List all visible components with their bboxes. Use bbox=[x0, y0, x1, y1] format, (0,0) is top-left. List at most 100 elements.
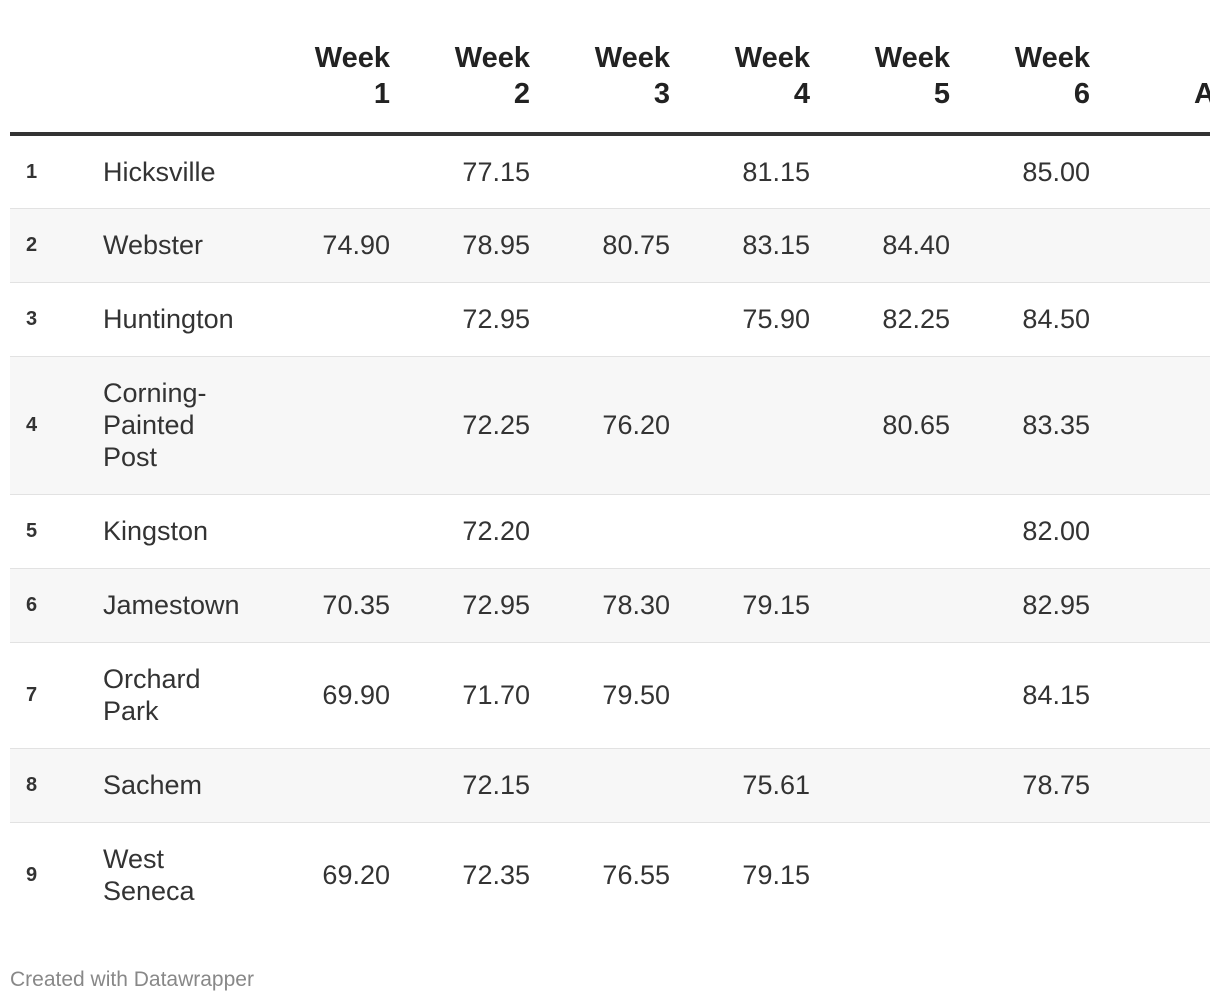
header-week-6[interactable]: Week 6 bbox=[950, 0, 1090, 136]
score-cell-week-3: 76.20 bbox=[530, 356, 670, 495]
score-cell-week-1 bbox=[250, 356, 390, 495]
header-week-3-label: Week 3 bbox=[594, 42, 670, 110]
average-cell: 7 bbox=[1090, 748, 1210, 823]
score-cell-week-6: 83.35 bbox=[950, 356, 1090, 495]
header-week-2[interactable]: Week 2 bbox=[390, 0, 530, 136]
score-cell-week-6 bbox=[950, 208, 1090, 283]
score-cell-week-1 bbox=[250, 748, 390, 823]
score-cell-week-1: 69.90 bbox=[250, 642, 390, 749]
school-name: Corning-Painted Post bbox=[103, 378, 207, 472]
school-name: Sachem bbox=[103, 770, 203, 800]
score-cell-week-2: 72.95 bbox=[390, 282, 530, 357]
rank-cell: 1 bbox=[10, 134, 70, 209]
header-week-5[interactable]: Week 5 bbox=[810, 0, 950, 136]
score-cell-week-4 bbox=[670, 494, 810, 569]
header-week-1[interactable]: Week 1 bbox=[250, 0, 390, 136]
score-cell-week-3: 76.55 bbox=[602, 860, 670, 891]
rank-cell: 2 bbox=[10, 208, 70, 283]
score-cell-week-6: 78.75 bbox=[950, 748, 1090, 823]
score-cell-week-5: 80.65 bbox=[810, 356, 950, 495]
score-cell-week-2: 72.20 bbox=[390, 494, 530, 569]
datawrapper-credit: Created with Datawrapper bbox=[10, 968, 254, 991]
table-row: 8 Sachem 72.15 75.61 78.757 bbox=[10, 748, 1210, 823]
header-week-1-label: Week 1 bbox=[314, 42, 390, 110]
score-cell-week-4 bbox=[670, 642, 810, 749]
school-name: Huntington bbox=[103, 304, 234, 334]
header-week-5-label: Week 5 bbox=[874, 42, 950, 110]
score-cell-week-1 bbox=[250, 494, 390, 569]
table-row: 1 Hicksville 77.15 81.15 85.008 bbox=[10, 134, 1210, 209]
average-cell: 7 bbox=[1090, 356, 1210, 495]
rank-cell: 6 bbox=[10, 568, 70, 643]
score-cell-week-2: 71.70 bbox=[390, 642, 530, 749]
average-cell: 7 bbox=[1090, 822, 1210, 928]
school-name-cell: Hicksville bbox=[70, 134, 250, 209]
header-name bbox=[70, 0, 250, 136]
score-cell-week-1 bbox=[250, 134, 390, 209]
score-cell-week-1: 74.90 bbox=[250, 208, 390, 283]
rank-cell: 8 bbox=[10, 748, 70, 823]
header-average[interactable]: Aver bbox=[1090, 0, 1210, 136]
score-cell-week-6: 85.00 bbox=[950, 134, 1090, 209]
average-cell: 7 bbox=[1090, 282, 1210, 357]
rank-cell: 7 bbox=[10, 642, 70, 749]
score-cell-week-3 bbox=[530, 748, 670, 823]
score-cell-week-6: 84.15 bbox=[950, 642, 1090, 749]
header-week-4[interactable]: Week 4 bbox=[670, 0, 810, 136]
header-average-label: Aver bbox=[1194, 78, 1210, 110]
score-cell-week-5 bbox=[810, 134, 950, 209]
table-row: 5 Kingston 72.20 82.007 bbox=[10, 494, 1210, 569]
score-cell-week-1: 70.35 bbox=[250, 568, 390, 643]
table-row: 9 West Seneca 69.20 72.35 76.55 79.15 7 bbox=[10, 822, 1210, 928]
score-cell-week-4 bbox=[670, 356, 810, 495]
score-cell-week-2: 72.35 bbox=[462, 860, 530, 891]
rank-cell: 9 bbox=[26, 864, 38, 887]
header-week-2-label: Week 2 bbox=[454, 42, 530, 110]
score-cell-week-6: 82.95 bbox=[950, 568, 1090, 643]
average-cell: 7 bbox=[1090, 494, 1210, 569]
score-cell-week-4: 83.15 bbox=[670, 208, 810, 283]
score-cell-week-4: 75.90 bbox=[670, 282, 810, 357]
score-cell-week-3 bbox=[530, 134, 670, 209]
school-name: Jamestown bbox=[103, 590, 240, 620]
score-cell-week-3: 79.50 bbox=[530, 642, 670, 749]
school-name-cell: Kingston bbox=[70, 494, 250, 569]
school-name-cell: Huntington bbox=[70, 282, 250, 357]
table-row: 4 Corning-Painted Post 72.25 76.20 80.65 83.3… bbox=[10, 356, 1210, 495]
header-week-3[interactable]: Week 3 bbox=[530, 0, 670, 136]
score-cell-week-5: 82.25 bbox=[810, 282, 950, 357]
score-cell-week-1 bbox=[250, 282, 390, 357]
rank-cell: 5 bbox=[10, 494, 70, 569]
header-week-4-label: Week 4 bbox=[734, 42, 810, 110]
school-name-cell: West Seneca bbox=[70, 822, 250, 928]
school-name: Kingston bbox=[103, 516, 209, 546]
score-cell-week-3: 80.75 bbox=[530, 208, 670, 283]
score-cell-week-2: 78.95 bbox=[390, 208, 530, 283]
table-body: 1Hicksville77.1581.1585.0082Webster74.90… bbox=[10, 134, 1210, 928]
score-cell-week-4: 79.15 bbox=[670, 568, 810, 643]
average-cell: 7 bbox=[1090, 568, 1210, 643]
score-cell-week-4: 75.61 bbox=[670, 748, 810, 823]
score-cell-week-5: 84.40 bbox=[810, 208, 950, 283]
score-cell-week-6: 82.00 bbox=[950, 494, 1090, 569]
header-row: Week 1 Week 2 Week 3 Week 4 Week 5 Week … bbox=[10, 0, 1210, 136]
score-cell-week-3 bbox=[530, 282, 670, 357]
header-week-6-label: Week 6 bbox=[1014, 42, 1090, 110]
score-cell-week-6 bbox=[950, 822, 1090, 928]
score-cell-week-5 bbox=[810, 822, 950, 928]
score-cell-week-2: 77.15 bbox=[390, 134, 530, 209]
score-cell-week-3 bbox=[530, 494, 670, 569]
school-name-cell: Jamestown bbox=[70, 568, 250, 643]
school-name: Webster bbox=[103, 230, 204, 260]
header-rank bbox=[10, 0, 70, 136]
average-cell: 8 bbox=[1090, 208, 1210, 283]
score-cell-week-2: 72.95 bbox=[390, 568, 530, 643]
score-cell-week-5 bbox=[810, 642, 950, 749]
school-name-cell: Corning-Painted Post bbox=[70, 356, 250, 495]
average-cell: 7 bbox=[1090, 642, 1210, 749]
data-table: Week 1 Week 2 Week 3 Week 4 Week 5 Week … bbox=[10, 0, 1210, 928]
average-cell: 8 bbox=[1090, 134, 1210, 209]
